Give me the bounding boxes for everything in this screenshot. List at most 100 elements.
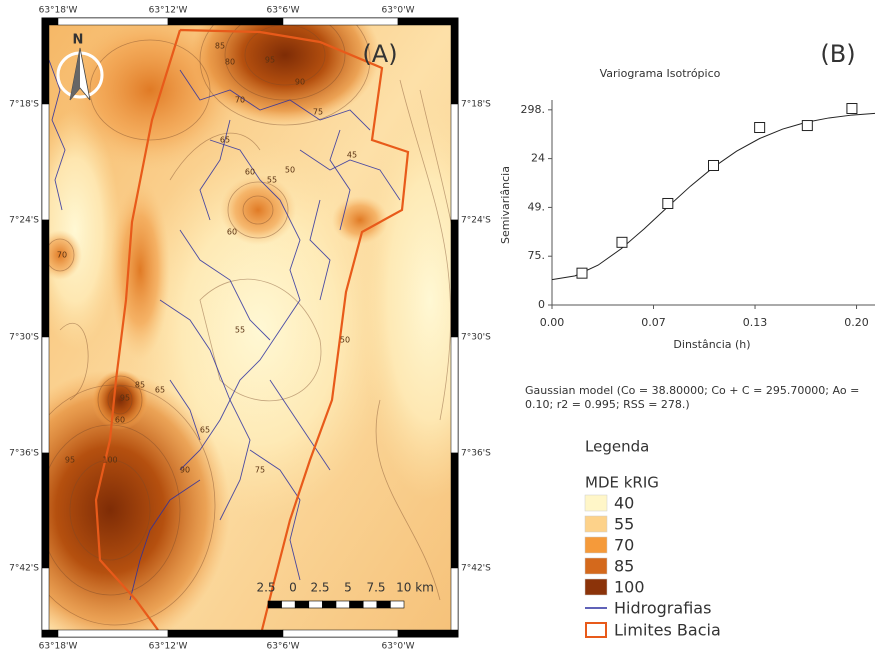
lowland: [49, 110, 120, 350]
contour-label: 95: [120, 394, 130, 403]
scale-segment: [362, 600, 378, 609]
legend-swatch: [584, 557, 608, 575]
scale-label: 7.5: [366, 581, 385, 595]
coord-label: 7°18'S: [461, 100, 491, 110]
scale-segment: [376, 600, 391, 609]
legend-subtitle: MDE kRIG: [585, 474, 659, 492]
frame-segment: [41, 24, 50, 105]
legend-title: Legenda: [585, 438, 649, 456]
legend-label: 55: [614, 515, 634, 534]
scale-segment: [294, 600, 310, 609]
highland: [220, 175, 296, 245]
scale-segment: [335, 600, 350, 609]
legend-label: 100: [614, 578, 645, 597]
legend-label: 85: [614, 557, 634, 576]
coord-label: 63°12'W: [149, 642, 188, 652]
contour-label: 65: [220, 136, 230, 145]
scale-label: 10 km: [396, 581, 434, 595]
scale-label: 2.5: [256, 581, 275, 595]
frame-segment: [450, 103, 459, 221]
data-point: [754, 122, 766, 134]
highland: [49, 230, 82, 280]
x-tick-label: 0.13: [743, 316, 768, 329]
frame-segment: [167, 629, 284, 638]
scale-segment: [281, 600, 296, 609]
legend-basin: [585, 622, 607, 638]
coord-label: 63°0'W: [381, 642, 414, 652]
coord-label: 7°18'S: [9, 100, 39, 110]
scale-label: 0: [289, 581, 297, 595]
coord-label: 7°42'S: [461, 564, 491, 574]
frame-segment: [57, 629, 169, 638]
contour-label: 85: [135, 381, 145, 390]
frame-segment: [450, 24, 459, 105]
contour-label: 55: [267, 176, 277, 185]
data-point: [662, 197, 674, 209]
scale-label: 2.5: [310, 581, 329, 595]
data-point: [846, 103, 858, 115]
contour-label: 95: [65, 456, 75, 465]
legend-swatch: [584, 515, 608, 533]
coord-label: 63°6'W: [266, 642, 299, 652]
y-tick-label: 75.: [528, 249, 546, 262]
north-label: N: [73, 33, 84, 48]
legend-label: 70: [614, 536, 634, 555]
variogram: Variograma Isotrópico Dinstância (h) Semiv…: [499, 67, 876, 351]
contour-label: 80: [225, 58, 235, 67]
legend-label: Hidrografias: [614, 599, 711, 618]
x-tick-label: 0.00: [540, 316, 565, 329]
frame-segment: [282, 17, 399, 26]
scale-segment: [308, 600, 323, 609]
contour-label: 60: [245, 168, 255, 177]
highland: [190, 25, 380, 125]
contour-label: 70: [57, 251, 67, 260]
panel-label: (B): [820, 40, 855, 68]
y-axis-label: Semivariância: [499, 166, 512, 244]
data-point: [616, 236, 628, 248]
frame-segment: [41, 17, 59, 26]
scale-segment: [349, 600, 364, 609]
contour-label: 70: [235, 96, 245, 105]
y-tick-label: 49.: [528, 200, 546, 213]
contour-label: 85: [215, 42, 225, 51]
x-axis-label: Dinstância (h): [673, 338, 750, 351]
legend: Legenda MDE kRIG 40 55 70 85 100 Hidrografias Li…: [584, 438, 721, 640]
coord-label: 63°18'W: [39, 642, 78, 652]
legend-label: 40: [614, 494, 634, 513]
rivers: [49, 59, 401, 601]
contour-label: 65: [155, 386, 165, 395]
basin-boundary: [94, 28, 410, 630]
contour-label: 75: [255, 466, 265, 475]
data-point: [801, 120, 813, 132]
frame-segment: [450, 452, 459, 569]
contour-label: 90: [180, 466, 190, 475]
frame-segment: [397, 629, 459, 638]
frame-segment: [450, 567, 459, 631]
frame-segment: [41, 452, 50, 569]
frame-segment: [57, 17, 169, 26]
contour-label: 100: [102, 456, 117, 465]
coord-label: 7°36'S: [9, 449, 39, 459]
frame-segment: [450, 219, 459, 338]
frame-segment: [397, 17, 459, 26]
frame-segment: [41, 629, 59, 638]
frame-segment: [41, 219, 50, 338]
frame-segment: [41, 567, 50, 631]
x-tick-label: 0.20: [844, 316, 869, 329]
frame-segment: [41, 103, 50, 221]
frame-segment: [450, 336, 459, 454]
scale-segment: [322, 600, 337, 609]
y-tick-label: 24: [531, 152, 545, 165]
highland: [49, 370, 230, 630]
highland: [92, 370, 148, 430]
north-arrow: [56, 47, 104, 101]
data-point: [576, 267, 588, 279]
model-curve: [551, 112, 876, 281]
contour-label: 90: [295, 78, 305, 87]
contour-label: 75: [313, 108, 323, 117]
contour-label: 45: [347, 151, 357, 160]
coord-label: 7°30'S: [9, 333, 39, 343]
data-point: [708, 159, 719, 171]
contours: [49, 25, 451, 626]
